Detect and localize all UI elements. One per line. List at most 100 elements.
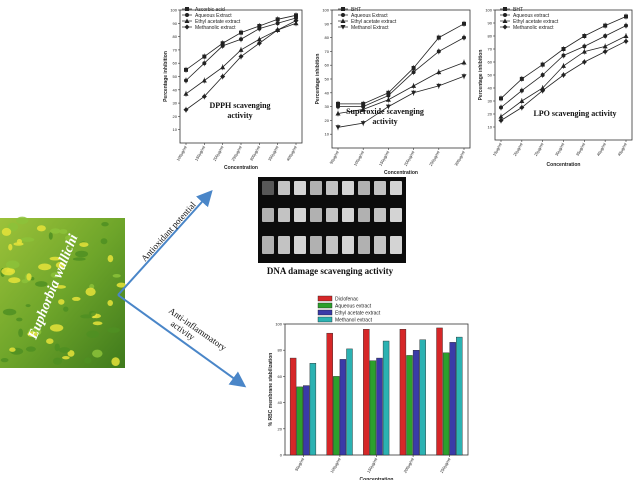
x-tick-label: 300µg/ml — [453, 150, 466, 167]
plant-leaf — [36, 225, 46, 232]
data-point — [623, 33, 629, 38]
data-point — [461, 74, 467, 79]
bar — [456, 336, 463, 456]
data-point — [624, 14, 628, 19]
plant-leaf — [111, 357, 120, 366]
plant-leaf — [49, 324, 64, 332]
data-point — [561, 72, 566, 78]
y-tick-label: 100 — [275, 322, 282, 327]
plant-leaf — [64, 235, 77, 242]
y-tick-label: 10 — [488, 125, 493, 130]
legend-marker — [503, 7, 507, 11]
data-point — [360, 121, 366, 126]
data-point — [499, 105, 503, 110]
y-tick-label: 70 — [488, 47, 493, 52]
data-point — [519, 76, 524, 81]
x-axis-label: Concentration — [547, 162, 581, 168]
y-tick-label: 90 — [325, 21, 330, 26]
legend-marker — [340, 18, 346, 23]
data-point — [238, 47, 244, 52]
gel-band — [358, 181, 370, 195]
plant-leaf — [107, 327, 120, 333]
x-tick-label: 50µg/ml — [294, 457, 306, 472]
gel-band — [262, 181, 274, 195]
data-point — [411, 83, 417, 88]
y-tick-label: 50 — [173, 74, 178, 79]
y-tick-label: 30 — [488, 99, 493, 104]
data-point — [220, 43, 225, 48]
y-tick-label: 20 — [173, 114, 178, 119]
plant-leaf — [62, 356, 70, 360]
plant-leaf — [58, 347, 71, 353]
data-point — [275, 21, 280, 26]
legend-swatch — [317, 302, 333, 309]
y-tick-label: 40 — [325, 90, 330, 95]
legend-marker — [185, 7, 189, 11]
legend-marker — [184, 24, 190, 30]
y-axis-label: % RBC membrane stabilization — [268, 353, 274, 427]
data-point — [436, 83, 442, 89]
x-tick-label: 150µg/ml — [194, 145, 207, 162]
data-point — [623, 38, 629, 44]
plant-leaf — [16, 216, 29, 225]
data-point — [519, 98, 525, 103]
x-tick-label: 250µg/ml — [428, 150, 441, 167]
legend-label: Aqueous extract — [513, 13, 550, 19]
bar — [289, 357, 297, 456]
plant-leaf — [0, 358, 9, 363]
plant-leaf — [58, 299, 65, 305]
legend-label: Methanol extract — [335, 318, 373, 324]
legend-swatch — [317, 309, 333, 316]
data-point — [602, 49, 608, 55]
bar — [296, 386, 303, 456]
plant-leaf — [67, 350, 75, 357]
data-point — [239, 37, 243, 42]
y-tick-label: 40 — [488, 86, 493, 91]
data-point — [360, 106, 366, 112]
plant-leaf — [7, 222, 19, 232]
plant-leaf — [55, 261, 65, 269]
legend-marker — [340, 25, 346, 30]
y-tick-label: 40 — [278, 400, 283, 405]
plant-leaf — [85, 287, 96, 296]
data-point — [498, 114, 504, 119]
data-point — [336, 104, 340, 109]
x-axis-label: Concentration — [224, 165, 258, 171]
arrows: Antioxidant potential Anti-inflammatory … — [117, 190, 247, 388]
data-point — [561, 47, 566, 51]
gel-band — [374, 181, 386, 195]
data-point — [498, 118, 504, 123]
plant-leaf — [63, 306, 69, 312]
data-point — [582, 44, 587, 49]
data-point — [624, 23, 628, 28]
gel-band — [358, 236, 370, 254]
data-point — [385, 97, 391, 102]
data-point — [519, 88, 524, 93]
legend-marker — [502, 18, 508, 23]
y-tick-label: 50 — [488, 73, 493, 78]
y-tick-label: 10 — [325, 132, 330, 137]
y-tick-label: 70 — [173, 47, 178, 52]
gel-band — [390, 208, 402, 222]
y-tick-label: 20 — [278, 426, 283, 431]
legend-label: Methanol Extract — [351, 25, 389, 31]
data-point — [540, 73, 545, 77]
y-tick-label: 60 — [173, 61, 178, 66]
bar — [442, 352, 450, 456]
series-line — [337, 75, 465, 128]
data-point — [201, 93, 207, 99]
data-point — [202, 54, 207, 59]
y-tick-label: 80 — [488, 34, 493, 39]
legend-marker — [341, 13, 345, 17]
data-point — [201, 77, 207, 83]
plant-leaf — [55, 285, 66, 289]
y-tick-label: 80 — [278, 348, 283, 353]
data-point — [462, 21, 466, 26]
gel-band — [310, 181, 322, 195]
plant-leaf — [25, 304, 31, 308]
legend-label: Ascorbic acid — [195, 7, 225, 13]
gel-band — [310, 236, 322, 254]
plant-leaf — [100, 238, 108, 245]
plant-leaf — [54, 343, 60, 352]
y-tick-label: 100 — [322, 8, 329, 13]
